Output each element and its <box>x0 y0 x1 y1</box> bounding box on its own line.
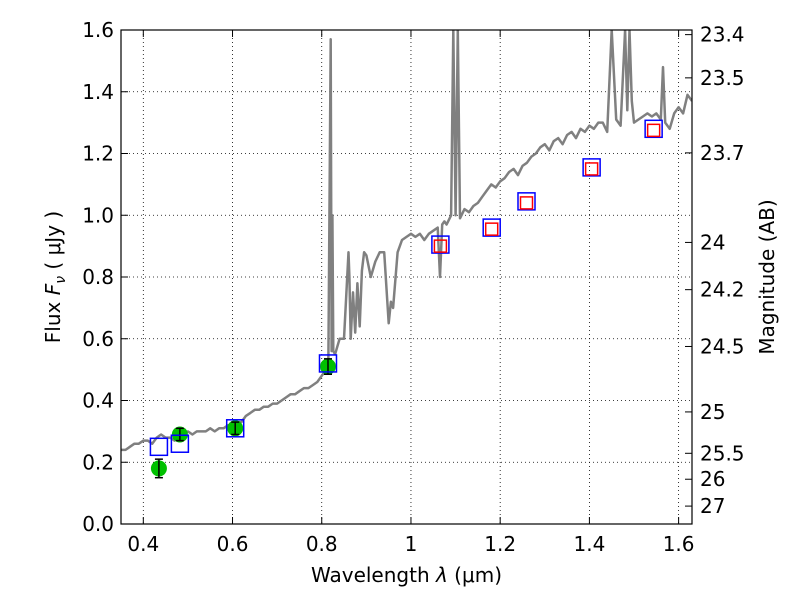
axis-ticks: 0.4 0.6 0.8 1 1.2 1.4 1.6 0.0 0.2 0.4 0.6 0.8 1.0 1.2… <box>82 18 744 556</box>
model-square-red <box>646 123 661 138</box>
x-axis-label-prefix: Wavelength <box>311 563 436 587</box>
y2-tick-label: 23.7 <box>700 141 745 165</box>
model-square-blue <box>170 434 190 453</box>
y2-tick-label: 24 <box>700 230 725 254</box>
model-square-red <box>584 162 599 176</box>
y-tick-label: 0.8 <box>82 265 114 289</box>
y-tick-label: 0.2 <box>82 450 114 474</box>
model-square-blue <box>517 192 536 211</box>
y2-tick-label: 26 <box>700 467 725 491</box>
y-tick-label: 0.6 <box>82 327 114 351</box>
x-axis-label-symbol: λ <box>435 563 448 587</box>
y-axis-label-prefix: Flux <box>41 295 65 343</box>
model-square-blue <box>318 354 338 373</box>
model-square-red <box>519 196 534 210</box>
y-axis-label: Flux Fν ( μJy ) <box>41 211 69 343</box>
model-square-blue <box>431 235 450 254</box>
model-square-blue <box>482 218 501 237</box>
y2-tick-label: 23.5 <box>700 66 745 90</box>
x-tick-label: 0.4 <box>127 532 159 556</box>
x-axis-label-suffix: (μm) <box>448 563 502 587</box>
model-square-blue <box>225 419 245 438</box>
y-tick-label: 1.6 <box>82 18 114 42</box>
photometry-points <box>149 119 663 479</box>
model-square-blue <box>582 158 601 177</box>
grid-lines <box>121 29 692 525</box>
y-axis-label-subscript: ν <box>53 276 69 284</box>
y-tick-label: 0.0 <box>82 512 114 536</box>
spectrum-series <box>121 30 692 452</box>
x-tick-label: 1.6 <box>663 532 695 556</box>
spectrum-line <box>121 30 692 452</box>
x-tick-label: 1 <box>405 532 418 556</box>
y-tick-label: 1.2 <box>82 142 114 166</box>
y-axis-label-suffix: ( μJy ) <box>41 211 65 276</box>
model-square-red <box>484 222 499 236</box>
x-tick-label: 0.6 <box>217 532 249 556</box>
model-square-blue <box>644 119 663 139</box>
y2-tick-label: 23.4 <box>700 23 745 47</box>
x-tick-label: 0.8 <box>306 532 338 556</box>
y2-tick-label: 24.5 <box>700 334 745 358</box>
y-tick-label: 0.4 <box>82 389 114 413</box>
y2-tick-label: 25 <box>700 400 725 424</box>
y-tick-label: 1.4 <box>82 80 114 104</box>
y2-axis-label: Magnitude (AB) <box>755 199 779 354</box>
y2-tick-label: 25.5 <box>700 441 745 465</box>
x-tick-label: 1.2 <box>484 532 516 556</box>
model-square-red <box>433 239 448 253</box>
x-tick-label: 1.4 <box>573 532 605 556</box>
y2-tick-label: 27 <box>700 494 725 518</box>
x-axis-label: Wavelength λ (μm) <box>311 563 502 587</box>
plot-frame <box>120 29 693 525</box>
model-square-blue <box>149 437 169 457</box>
y-axis-label-symbol: F <box>41 283 65 295</box>
y-tick-label: 1.0 <box>82 203 114 227</box>
y2-tick-label: 24.2 <box>700 278 745 302</box>
